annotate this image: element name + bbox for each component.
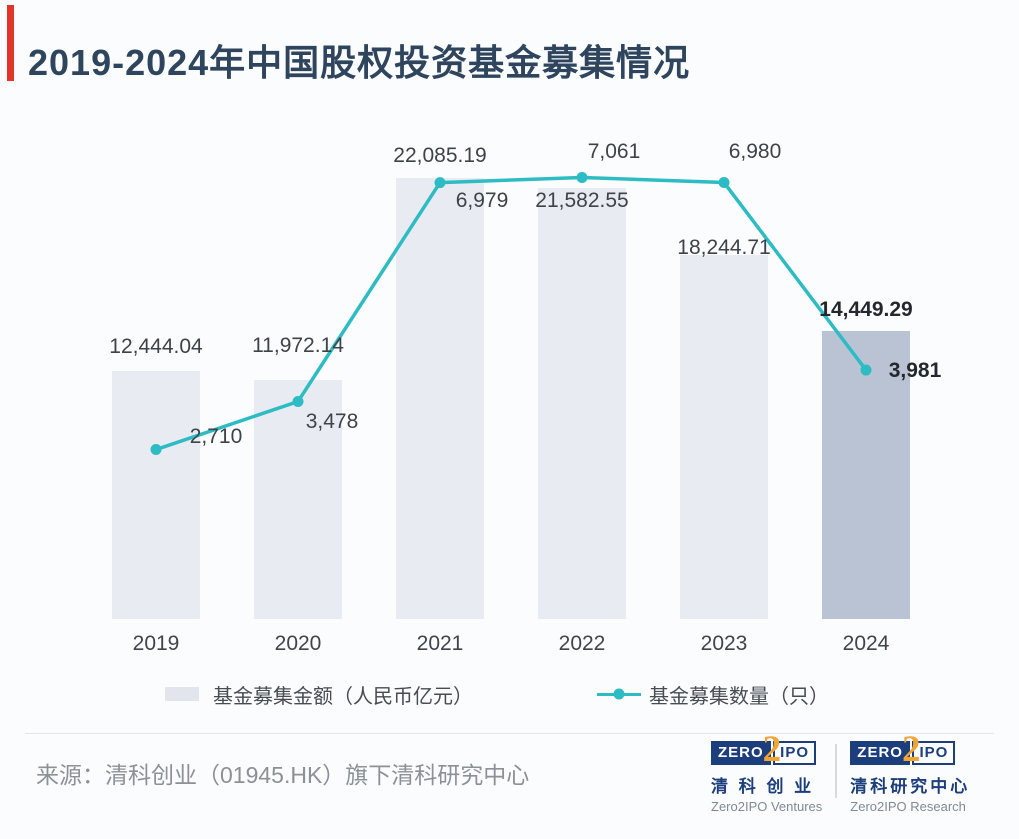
line-dot-icon [613,688,625,700]
page-title: 2019-2024年中国股权投资基金募集情况 [28,42,691,83]
logo-ipo-text: IPO [912,741,956,765]
logo-zero-text: ZERO [850,741,910,765]
line-value-label-2021: 6,979 [455,189,509,212]
bar-2022 [538,188,626,619]
bar-2020 [254,380,342,619]
x-axis-label-2024: 2024 [842,632,890,655]
line-point-2021 [434,177,446,189]
zero2ipo-badge-icon: ZERO 2 IPO [711,731,822,768]
bar-value-label-2019: 12,444.04 [109,335,203,358]
bar-value-label-2020: 11,972.14 [252,334,344,357]
line-point-2019 [150,444,162,456]
legend-item-amount: 基金募集金额（人民币亿元） [165,680,473,708]
line-value-label-2020: 3,478 [305,410,359,433]
chart-plot-area: 12,444.04 2019 11,972.14 2020 22,085.19 2021 2… [109,140,942,655]
bar-2023 [680,254,768,619]
logo-two-text: 2 [762,729,782,770]
line-value-label-2023: 6,980 [728,140,782,163]
legend-item-count: 基金募集数量（只） [597,680,829,708]
x-axis-label-2023: 2023 [700,632,748,655]
x-axis-label-2019: 2019 [132,632,180,655]
x-axis-label-2021: 2021 [416,632,464,655]
bar-2021 [396,178,484,619]
zero2ipo-ventures-logo: ZERO 2 IPO 清 科 创 业 Zero2IPO Ventures [711,731,823,814]
logo-divider [835,744,838,798]
ventures-cn-name: 清 科 创 业 [711,777,815,796]
line-point-2023 [718,177,730,189]
ventures-en-name: Zero2IPO Ventures [711,799,823,814]
bar-2019 [112,370,200,619]
line-value-label-2024: 3,981 [888,359,942,382]
bar-swatch-icon [165,687,199,701]
line-point-2020 [292,396,304,408]
zero2ipo-research-logo: ZERO 2 IPO 清科研究中心 Zero2IPO Research [850,731,971,814]
source-text: 来源：清科创业（01945.HK）旗下清科研究中心 [36,762,530,788]
line-point-2024 [860,364,872,376]
research-cn-name: 清科研究中心 [850,777,971,796]
bar-2024 [822,330,910,619]
legend-count-label: 基金募集数量（只） [649,685,829,708]
footer-divider [25,733,994,734]
zero2ipo-badge-icon: ZERO 2 IPO [850,731,970,768]
x-axis-label-2022: 2022 [558,632,606,655]
title-accent-bar [7,5,14,81]
line-swatch-icon [597,688,641,700]
line-series [150,171,872,456]
brand-logos: ZERO 2 IPO 清 科 创 业 Zero2IPO Ventures ZER… [711,731,971,814]
bar-value-label-2021: 22,085.19 [393,144,487,167]
bar-value-label-2024: 14,449.29 [819,298,913,321]
line-value-label-2019: 2,710 [189,425,243,448]
line-value-label-2022: 7,061 [587,140,641,163]
x-axis-label-2020: 2020 [274,632,322,655]
logo-two-text: 2 [901,729,921,770]
research-en-name: Zero2IPO Research [850,799,966,814]
logo-zero-text: ZERO [711,741,771,765]
legend-amount-label: 基金募集金额（人民币亿元） [213,685,473,708]
bar-value-label-2023: 18,244.71 [677,236,771,259]
logo-ipo-text: IPO [773,741,817,765]
bar-value-label-2022: 21,582.55 [535,189,629,212]
line-point-2022 [576,171,588,183]
